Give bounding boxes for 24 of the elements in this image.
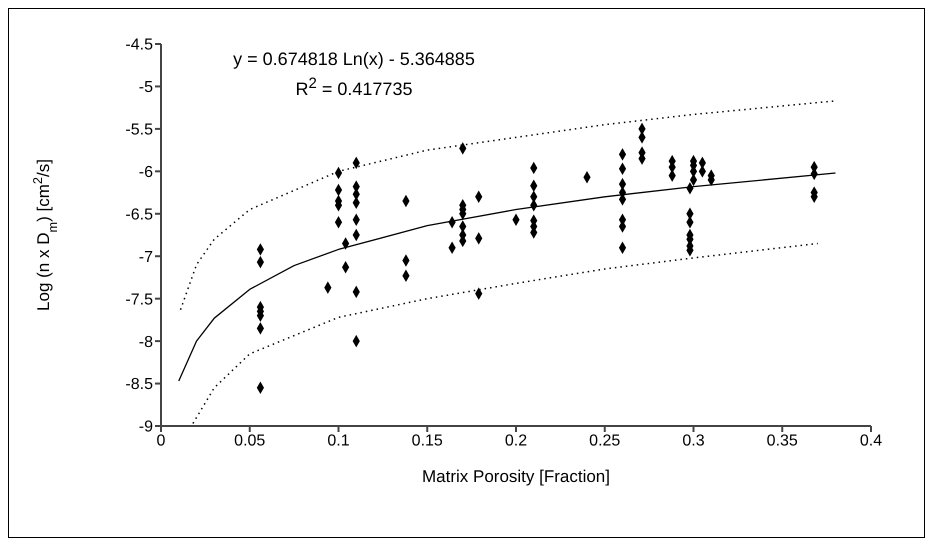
y-tick-label: -7.5	[125, 291, 154, 308]
line-series	[192, 242, 818, 424]
x-tick-label: 0.05	[234, 432, 266, 450]
x-axis-title: Matrix Porosity [Fraction]	[422, 467, 610, 486]
y-tick-label: -7	[138, 248, 154, 266]
y-tick-label: -8	[138, 334, 154, 351]
x-tick-label: 0.1	[327, 432, 350, 450]
x-tick-label: 0.4	[860, 432, 882, 450]
y-tick-label: -8.5	[125, 376, 154, 394]
x-tick-label: 0.3	[682, 432, 705, 450]
x-tick-label: 0.2	[504, 432, 528, 450]
y-tick-label: -5.5	[125, 122, 154, 139]
x-tick-label: 0	[156, 432, 166, 450]
y-tick-label: -6.5	[125, 206, 154, 224]
annotation: y = 0.674818 Ln(x) - 5.364885	[232, 49, 476, 70]
y-tick-label: -5	[138, 79, 154, 96]
annotation: R$^{2}$ = 0.417735	[294, 75, 414, 100]
y-tick-label: -4.5	[125, 36, 154, 54]
line-series	[180, 100, 836, 310]
x-tick-label: 0.25	[589, 432, 620, 450]
y-tick-label: -9	[138, 418, 154, 436]
y-tick-label: -6	[138, 164, 154, 182]
x-tick-label: 0.35	[766, 432, 798, 450]
x-tick-label: 0.15	[412, 432, 443, 450]
